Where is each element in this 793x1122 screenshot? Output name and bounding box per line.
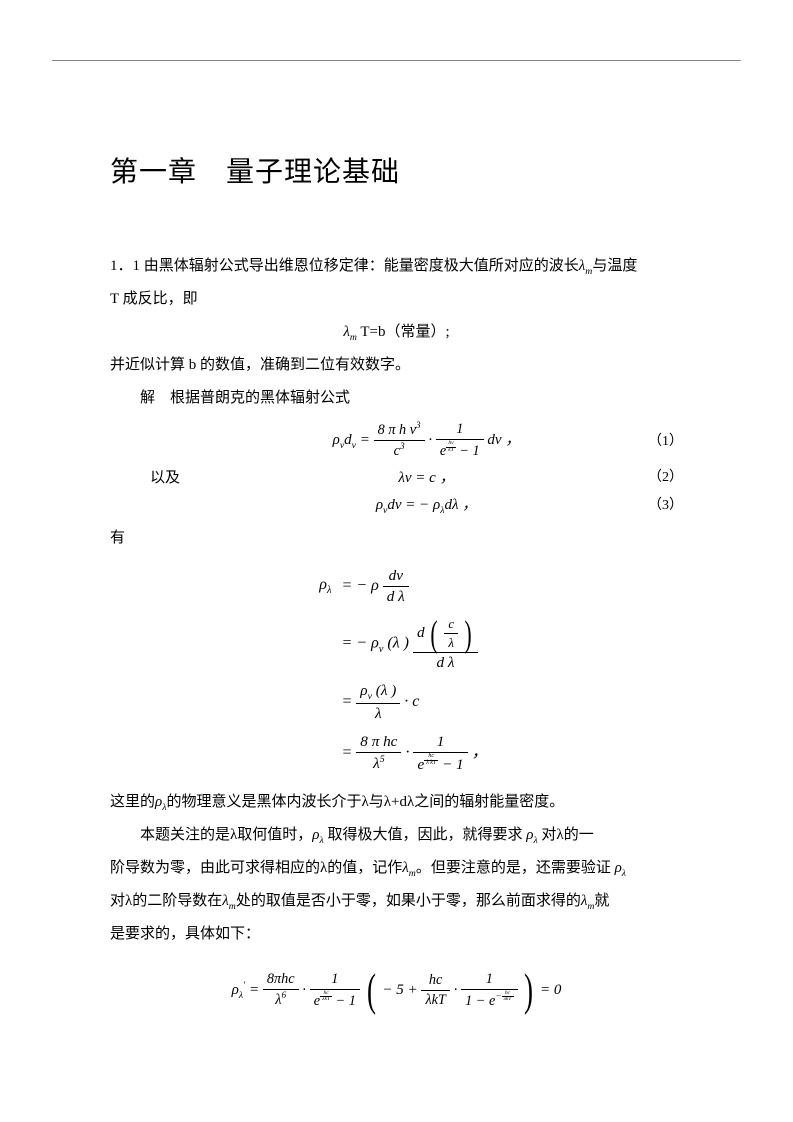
problem-statement-2: T 成反比，即 bbox=[110, 283, 683, 316]
explanation-2d: 是要求的，具体如下： bbox=[110, 918, 683, 951]
deriv-row-4: = 8 π hc λ5 · 1 ehcλ kT − 1 ， bbox=[242, 733, 552, 774]
eq-number-3: （3） bbox=[623, 494, 683, 514]
deriv-row-3: = ρν (λ ) λ · c bbox=[242, 682, 552, 723]
explanation-2c: 对λ的二阶导数在λm处的取值是否小于零，如果小于零，那么前面求得的λm就 bbox=[110, 885, 683, 918]
top-rule bbox=[52, 60, 741, 61]
problem-statement-1: 1．1 由黑体辐射公式导出维恩位移定律：能量密度极大值所对应的波长λm与温度 bbox=[110, 250, 683, 283]
equation-3: ρνdν = − ρλdλ ， （3） bbox=[110, 493, 683, 516]
problem-statement-3: 并近似计算 b 的数值，准确到二位有效数字。 bbox=[110, 349, 683, 382]
problem-number: 1．1 bbox=[110, 258, 140, 274]
equation-1: ρνdν = 8 π h ν3 c3 · 1 ehνkT − 1 dν ， （1… bbox=[110, 421, 683, 460]
explanation-1: 这里的ρλ的物理意义是黑体内波长介于λ与λ+dλ之间的辐射能量密度。 bbox=[110, 786, 683, 819]
page-content: 第一章 量子理论基础 1．1 由黑体辐射公式导出维恩位移定律：能量密度极大值所对… bbox=[110, 150, 683, 1010]
deriv-row-2: = − ρν (λ ) d ( cλ ) d λ bbox=[242, 616, 552, 672]
derivation-block: ρλ = − ρ dνd λ = − ρν (λ ) d ( cλ ) d λ bbox=[242, 567, 552, 774]
connector-you: 有 bbox=[110, 522, 683, 555]
relation-line: λm T=b（常量）; bbox=[110, 316, 683, 349]
deriv-row-1: ρλ = − ρ dνd λ bbox=[242, 567, 552, 606]
eq-number-2: （2） bbox=[623, 466, 683, 486]
equation-2: 以及 λν = c ， （2） bbox=[110, 466, 683, 487]
chapter-title: 第一章 量子理论基础 bbox=[110, 150, 683, 190]
explanation-2a: 本题关注的是λ取何值时，ρλ 取得极大值，因此，就得要求 ρλ 对λ的一 bbox=[110, 819, 683, 852]
final-equation: ρλ′ = 8πhc λ6 · 1 ehcλkT − 1 ( − 5 + hc … bbox=[110, 971, 683, 1010]
explanation-2b: 阶导数为零，由此可求得相应的λ的值，记作λm。但要注意的是，还需要验证 ρλ bbox=[110, 852, 683, 885]
solution-label: 解 根据普朗克的黑体辐射公式 bbox=[110, 382, 683, 415]
eq-number-1: （1） bbox=[623, 430, 683, 450]
